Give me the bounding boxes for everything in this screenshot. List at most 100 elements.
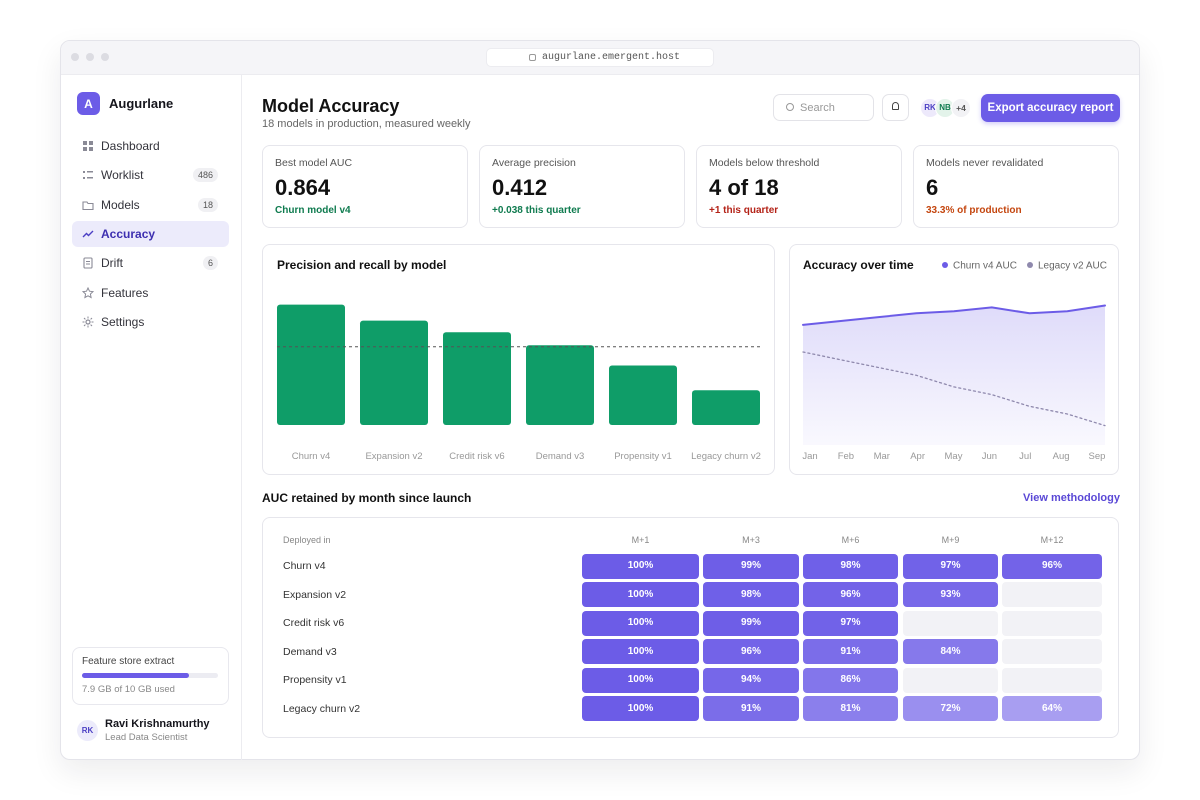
nav-label[interactable]: Dashboard bbox=[101, 139, 160, 153]
heatmap-cell bbox=[903, 553, 998, 579]
nav-label[interactable]: Settings bbox=[101, 314, 145, 329]
storage-card bbox=[72, 647, 229, 705]
heatmap-cell bbox=[582, 582, 699, 607]
heatmap-row-label: Expansion v2 bbox=[283, 588, 347, 601]
heatmap-cell-label: 97% bbox=[840, 617, 861, 628]
kpi-note: +0.038 this quarter bbox=[492, 205, 581, 216]
heatmap-cell-label: 100% bbox=[627, 560, 654, 571]
export-button[interactable] bbox=[981, 94, 1120, 122]
kpi-value: 0.864 bbox=[275, 175, 331, 200]
heatmap-cell-label: 86% bbox=[840, 674, 861, 685]
heatmap-row-label: Propensity v1 bbox=[283, 674, 347, 686]
empty-cell bbox=[1002, 582, 1102, 607]
window-dot bbox=[101, 53, 109, 61]
nav-badge: 486 bbox=[192, 168, 218, 183]
heatmap-corner: Deployed in bbox=[283, 535, 331, 545]
kpi-note: Churn model v4 bbox=[275, 205, 351, 216]
heatmap-cell bbox=[803, 610, 898, 636]
export-label[interactable]: Export accuracy report bbox=[987, 102, 1114, 114]
kpi-card bbox=[696, 145, 902, 228]
page-title: Model Accuracy bbox=[262, 96, 400, 116]
nav-icon bbox=[82, 316, 94, 328]
heatmap-cell bbox=[803, 553, 898, 579]
nav-label[interactable]: Drift bbox=[101, 256, 123, 271]
heatmap-cell bbox=[582, 667, 699, 693]
heatmap-cell-label: 93% bbox=[940, 588, 961, 600]
heatmap-cell bbox=[803, 582, 898, 607]
nav-label[interactable]: Accuracy bbox=[101, 226, 156, 241]
section-title: AUC retained by month since launch bbox=[262, 491, 472, 505]
heatmap-cell-label: 96% bbox=[1041, 560, 1063, 571]
heatmap-cell bbox=[1002, 553, 1102, 579]
user-avatar bbox=[77, 720, 98, 741]
kpi-note: +1 this quarter bbox=[709, 205, 779, 216]
nav-label[interactable]: Worklist bbox=[101, 168, 144, 183]
storage-usage: 7.9 GB of 10 GB used bbox=[82, 684, 175, 695]
empty-cell bbox=[903, 667, 998, 693]
nav-item[interactable] bbox=[72, 280, 229, 306]
heatmap-cell-label: 100% bbox=[627, 588, 654, 600]
empty-cell bbox=[903, 610, 998, 636]
kpi-value: 0.412 bbox=[492, 175, 548, 200]
heatmap-cell bbox=[903, 639, 998, 664]
nav-icon bbox=[82, 286, 94, 298]
heatmap-cell-label: 96% bbox=[840, 588, 861, 600]
heatmap-row-label: Churn v4 bbox=[283, 560, 326, 572]
lock-icon bbox=[529, 54, 536, 61]
window-dot bbox=[86, 53, 94, 61]
heatmap-cell-label: 99% bbox=[740, 560, 762, 571]
heatmap-cell-label: 91% bbox=[740, 702, 762, 714]
heatmap-cell-label: 100% bbox=[627, 617, 654, 628]
heatmap-cell bbox=[903, 696, 998, 721]
search-icon bbox=[786, 103, 794, 111]
heatmap-cell-label: 98% bbox=[840, 560, 861, 571]
search-box[interactable] bbox=[773, 94, 874, 121]
user-role: Lead Data Scientist bbox=[105, 732, 188, 743]
nav-item[interactable] bbox=[72, 220, 229, 247]
nav-label[interactable]: Models bbox=[101, 197, 140, 212]
heatmap-cell bbox=[582, 553, 699, 579]
heatmap-cell-label: 99% bbox=[740, 617, 762, 628]
avatar-more bbox=[951, 98, 971, 118]
bell-button[interactable] bbox=[882, 94, 909, 121]
heatmap-cell bbox=[803, 696, 898, 721]
heatmap-row-label: Legacy churn v2 bbox=[283, 702, 361, 715]
heatmap-cell bbox=[703, 639, 799, 664]
heatmap-column: M+3 bbox=[742, 535, 760, 545]
chart-card bbox=[262, 244, 775, 475]
nav-icon bbox=[83, 257, 93, 269]
chart-card bbox=[789, 244, 1119, 475]
url: augurlane.emergent.host bbox=[542, 52, 681, 63]
nav-item[interactable] bbox=[72, 309, 229, 335]
heatmap-cell-label: 98% bbox=[740, 588, 762, 600]
avatar-initials: NB bbox=[939, 103, 951, 112]
sidebar-divider bbox=[241, 75, 242, 760]
heatmap-cell bbox=[703, 696, 799, 721]
url-bar bbox=[486, 48, 714, 67]
heatmap-cell bbox=[703, 610, 799, 636]
nav-label[interactable]: Features bbox=[101, 285, 149, 300]
kpi-card bbox=[262, 145, 468, 228]
heatmap-cell-label: 91% bbox=[840, 645, 861, 657]
empty-cell bbox=[1002, 610, 1102, 636]
heatmap-cell bbox=[803, 667, 898, 693]
kpi-card bbox=[479, 145, 685, 228]
storage-label: Feature store extract bbox=[82, 656, 175, 667]
heatmap-cell bbox=[703, 667, 799, 693]
avatar-initials: RK bbox=[924, 103, 936, 112]
heatmap-cell bbox=[1002, 696, 1102, 721]
kpi-value: 4 of 18 bbox=[709, 175, 779, 200]
bell-icon bbox=[892, 102, 899, 110]
page-subtitle: 18 models in production, measured weekly bbox=[262, 118, 471, 130]
heatmap-cell-label: 100% bbox=[627, 645, 654, 657]
nav-icon bbox=[83, 141, 93, 151]
logo-letter: A bbox=[84, 97, 93, 111]
methodology-link[interactable]: View methodology bbox=[1023, 492, 1120, 504]
heatmap-cell-label: 94% bbox=[740, 674, 762, 685]
kpi-card bbox=[913, 145, 1119, 228]
user-name: Ravi Krishnamurthy bbox=[105, 718, 210, 730]
heatmap-column: M+1 bbox=[631, 535, 650, 545]
heatmap-cell bbox=[582, 610, 699, 636]
logo bbox=[77, 92, 100, 115]
nav-badge: 18 bbox=[197, 197, 218, 212]
